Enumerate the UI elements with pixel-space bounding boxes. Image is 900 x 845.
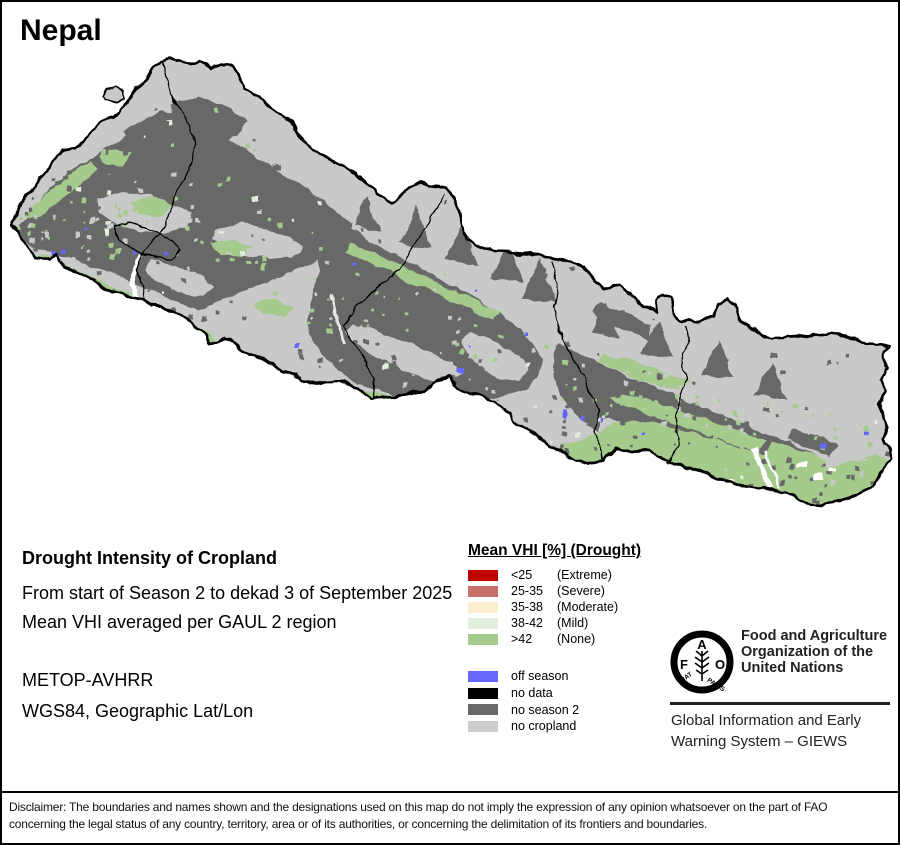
legend-row-severe: 25-35 (Severe) [468,583,698,599]
map-raster-fill [12,57,891,505]
legend-range: 35-38 [511,600,543,614]
legend-row-no-season2: no season 2 [468,701,698,718]
legend-label: off season [511,669,569,684]
giews-line: Warning System – GIEWS [671,733,848,750]
legend-label: no cropland [511,719,577,734]
wheat-ear-icon [694,650,710,681]
legend-label: no data [511,686,553,701]
giews-line: Global Information and Early [671,712,862,729]
fao-name: Food and Agriculture Organization of the… [741,628,887,676]
info-aggregation: Mean VHI averaged per GAUL 2 region [22,612,337,632]
legend-label: no season 2 [511,702,580,717]
info-sensor: METOP-AVHRR [22,670,154,690]
legend-label: (Moderate) [557,600,619,614]
nepal-map [10,55,893,507]
legend-swatch-mild [468,617,498,629]
legend-swatch-extreme [468,569,498,581]
legend-range: 25-35 [511,584,543,598]
map-admin-boundaries [114,59,689,464]
legend-swatch-none [468,633,498,645]
legend-row-mild: 38-42 (Mild) [468,615,698,631]
legend-row-extreme: <25 (Extreme) [468,567,698,583]
info-period: From start of Season 2 to dekad 3 of Sep… [22,583,453,603]
svg-text:O: O [715,657,725,672]
legend-swatch-no-cropland [468,720,498,732]
info-projection: WGS84, Geographic Lat/Lon [22,701,254,721]
legend-range: 38-42 [511,616,543,630]
legend-label: (None) [557,632,596,646]
page-title: Nepal [20,14,102,47]
legend-range: >42 [511,632,533,646]
legend-label: (Mild) [557,616,589,630]
legend-row-no-cropland: no cropland [468,718,698,735]
map-exclave-blob [100,84,126,103]
legend-swatch-off-season [468,670,498,682]
legend-title: Mean VHI [%] (Drought) [468,542,642,559]
legend-swatch-moderate [468,601,498,613]
fao-separator-line [670,702,890,705]
legend-label: (Severe) [557,584,605,598]
legend: Mean VHI [%] (Drought) <25 (Extreme) 25-… [468,542,698,735]
disclaimer-text: Disclaimer: The boundaries and names sho… [9,800,828,831]
info-heading: Drought Intensity of Cropland [22,548,277,568]
legend-label: (Extreme) [557,568,612,582]
legend-swatch-no-season2 [468,704,498,716]
legend-swatch-severe [468,585,498,597]
legend-row-none: >42 (None) [468,631,698,647]
legend-range: <25 [511,568,533,582]
fao-logo-icon: A F O FIAT PANIS [670,630,734,694]
svg-text:F: F [680,657,688,672]
svg-text:A: A [697,637,707,652]
legend-row-no-data: no data [468,685,698,702]
fao-name-line: Organization of the [741,644,874,660]
giews-name: Global Information and Early Warning Sys… [671,710,861,752]
disclaimer-separator [2,791,898,793]
legend-row-off-season: off season [468,668,698,685]
legend-swatch-no-data [468,687,498,699]
map-speckle-noise [16,107,891,505]
fao-name-line: United Nations [741,660,844,676]
legend-drought-group: <25 (Extreme) 25-35 (Severe) 35-38 (Mode… [468,567,698,647]
legend-other-group: off season no data no season 2 no cropla… [468,668,698,735]
legend-row-moderate: 35-38 (Moderate) [468,599,698,615]
fao-name-line: Food and Agriculture [741,628,888,644]
